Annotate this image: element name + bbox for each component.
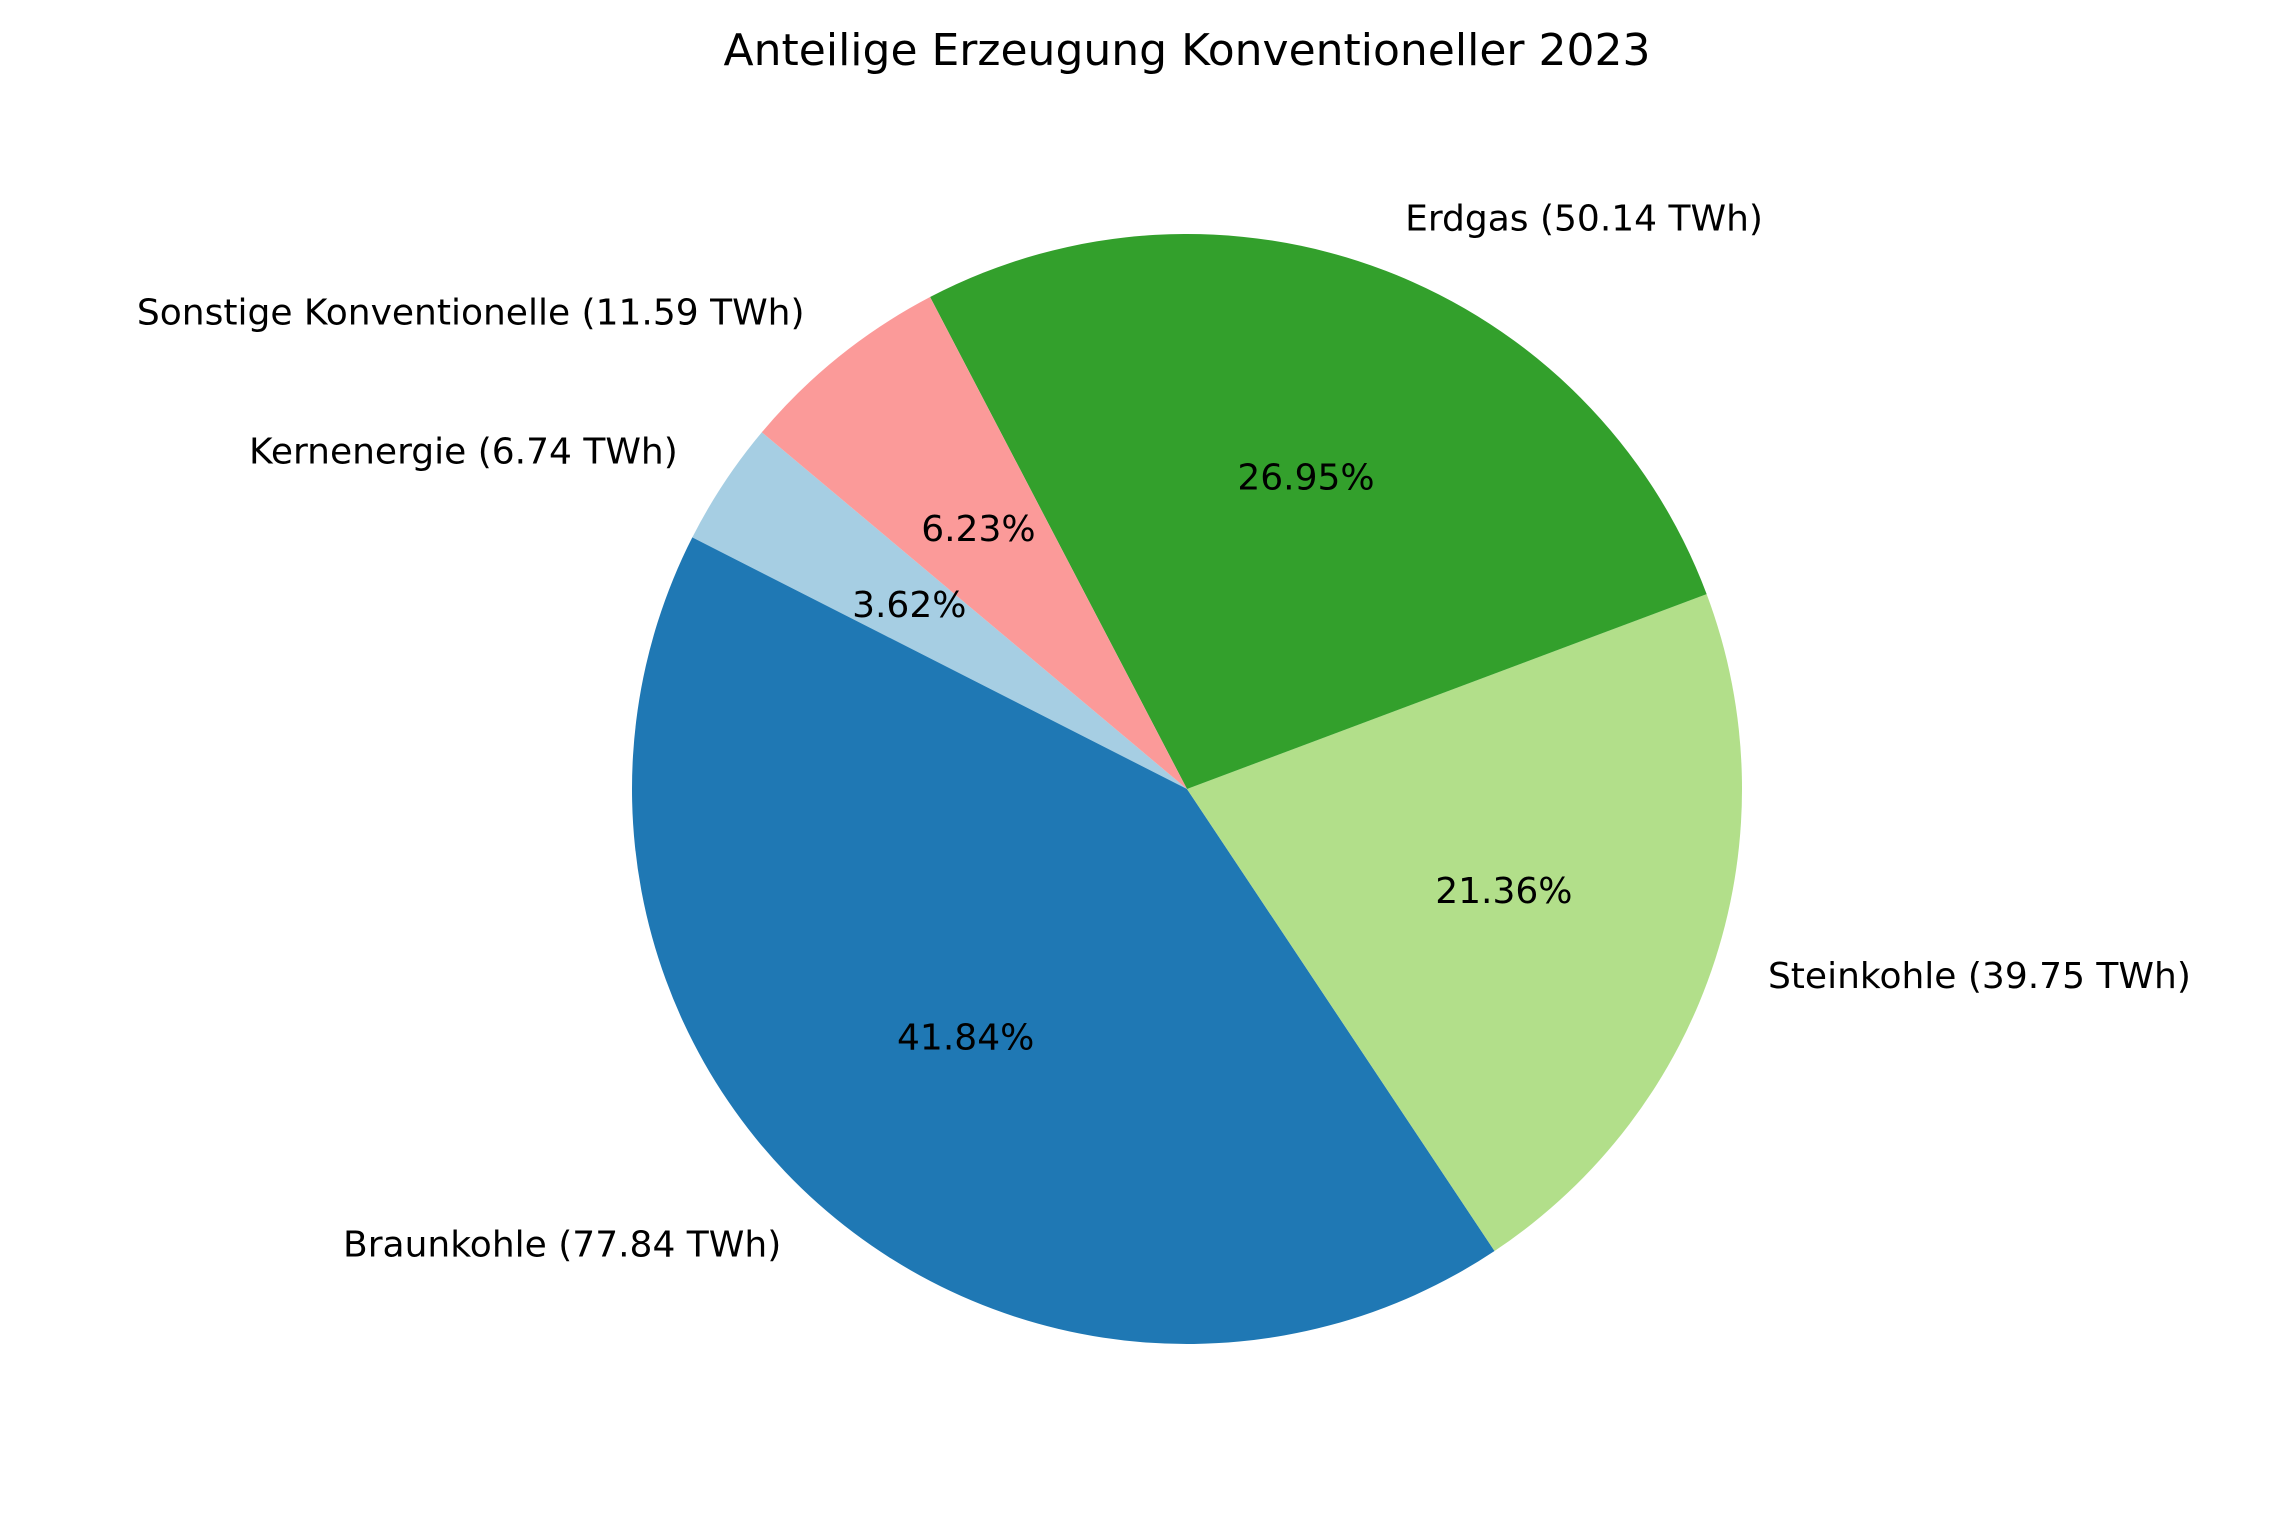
pie-slice-sonstige-konventionelle	[761, 297, 1187, 789]
pie-slice-erdgas	[930, 234, 1707, 789]
pie-slice-steinkohle	[1187, 594, 1743, 1252]
slice-label-sonstige-konventionelle: Sonstige Konventionelle (11.59 TWh)	[137, 293, 805, 334]
slice-labels: Kernenergie (6.74 TWh) Braunkohle (77.84 …	[137, 198, 2191, 1265]
percent-labels: 3.62% 41.84% 21.36% 26.95% 6.23%	[852, 457, 1572, 1058]
pie-slice-kernenergie	[692, 432, 1187, 789]
percent-label-erdgas: 26.95%	[1237, 457, 1374, 498]
slice-label-steinkohle: Steinkohle (39.75 TWh)	[1768, 956, 2191, 997]
pie-slices	[631, 234, 1743, 1345]
slice-label-erdgas: Erdgas (50.14 TWh)	[1405, 198, 1763, 239]
percent-label-steinkohle: 21.36%	[1435, 871, 1572, 912]
chart-title: Anteilige Erzeugung Konventioneller 2023	[724, 25, 1651, 76]
slice-label-braunkohle: Braunkohle (77.84 TWh)	[343, 1225, 781, 1266]
percent-label-braunkohle: 41.84%	[897, 1017, 1034, 1058]
percent-label-kernenergie: 3.62%	[852, 585, 966, 626]
slice-label-kernenergie: Kernenergie (6.74 TWh)	[249, 432, 678, 473]
pie-slice-braunkohle	[631, 537, 1495, 1345]
percent-label-sonstige-konventionelle: 6.23%	[921, 509, 1035, 550]
